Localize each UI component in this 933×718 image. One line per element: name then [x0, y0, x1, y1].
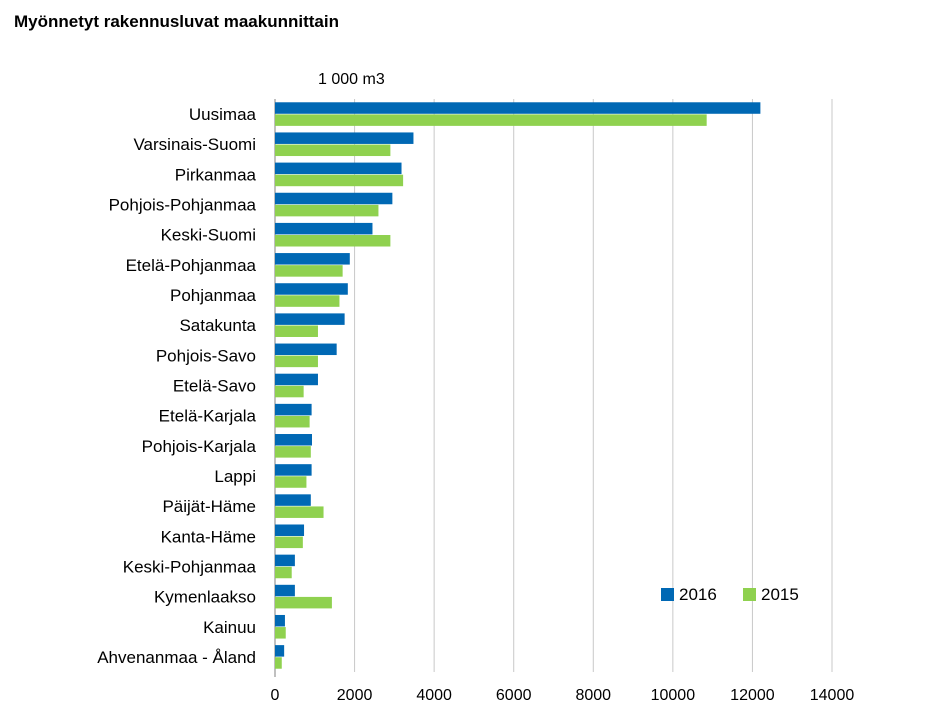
x-tick-label: 12000: [730, 687, 775, 704]
category-label: Etelä-Savo: [173, 377, 256, 396]
category-label: Pohjois-Savo: [156, 346, 256, 365]
bar-2016: [275, 253, 350, 265]
category-label: Pirkanmaa: [175, 165, 257, 184]
bar-2015: [275, 295, 340, 307]
category-labels: Uusimaa Varsinais-Suomi Pirkanmaa Pohjois-P…: [97, 105, 256, 667]
bar-2015: [275, 446, 311, 458]
unit-label: 1 000 m3: [318, 71, 385, 88]
bar-2015: [275, 114, 707, 126]
category-label: Etelä-Pohjanmaa: [126, 256, 257, 275]
legend-swatch-2015: [743, 588, 756, 601]
bar-2016: [275, 524, 305, 536]
bar-2016: [275, 313, 345, 325]
bar-2015: [275, 385, 304, 398]
category-label: Etelä-Karjala: [159, 407, 257, 426]
x-tick-label: 14000: [810, 687, 855, 704]
category-label: Kanta-Häme: [161, 527, 256, 546]
bar-2016: [275, 343, 337, 356]
category-label: Lappi: [214, 467, 256, 486]
bar-2016: [275, 645, 285, 657]
bar-2015: [275, 144, 391, 157]
category-label: Kainuu: [203, 618, 256, 637]
category-label: Keski-Pohjanmaa: [123, 557, 257, 576]
bar-2015: [275, 536, 303, 549]
bar-2015: [275, 566, 292, 579]
x-tick-label: 10000: [651, 687, 696, 704]
category-label: Satakunta: [179, 316, 256, 335]
x-tick-label: 6000: [496, 687, 532, 704]
bar-2016: [275, 494, 311, 506]
bar-2015: [275, 174, 404, 187]
chart-title: Myönnetyt rakennusluvat maakunnittain: [14, 12, 339, 31]
bar-2016: [275, 434, 313, 446]
legend-swatch-2016: [661, 588, 674, 601]
bar-2016: [275, 283, 348, 295]
category-label: Pohjois-Karjala: [142, 437, 257, 456]
bar-2016: [275, 403, 312, 416]
x-tick-label: 4000: [416, 687, 452, 704]
bar-2015: [275, 596, 332, 609]
bar-2016: [275, 132, 414, 144]
category-label: Päijät-Häme: [162, 497, 256, 516]
legend-label: 2016: [679, 585, 717, 604]
bar-2016: [275, 464, 312, 476]
bar-2015: [275, 506, 324, 518]
bars-group: [275, 102, 761, 669]
bar-2015: [275, 325, 318, 337]
bar-2015: [275, 355, 318, 368]
category-label: Pohjois-Pohjanmaa: [109, 196, 257, 215]
category-label: Kymenlaakso: [154, 588, 256, 607]
x-tick-labels: 0 2000 4000 6000 8000 10000 12000 14000: [271, 687, 855, 704]
bar-2016: [275, 554, 295, 567]
bar-2015: [275, 235, 391, 247]
bar-2015: [275, 657, 282, 669]
bar-2015: [275, 204, 379, 217]
x-tick-label: 0: [271, 687, 280, 704]
bar-2016: [275, 222, 373, 235]
category-label: Keski-Suomi: [161, 226, 256, 245]
bar-2016: [275, 584, 295, 597]
bar-2016: [275, 373, 318, 386]
legend-label: 2015: [761, 585, 799, 604]
x-tick-label: 2000: [337, 687, 373, 704]
category-label: Uusimaa: [189, 105, 257, 124]
x-tick-label: 8000: [575, 687, 611, 704]
category-label: Ahvenanmaa - Åland: [97, 648, 256, 667]
category-label: Varsinais-Suomi: [133, 135, 256, 154]
bar-2016: [275, 162, 402, 175]
bar-2015: [275, 476, 307, 488]
bar-2015: [275, 415, 310, 428]
bar-2016: [275, 192, 393, 205]
bar-2015: [275, 265, 343, 277]
bar-2016: [275, 614, 285, 627]
bar-2016: [275, 102, 761, 114]
bar-2015: [275, 627, 286, 639]
legend: 2016 2015: [661, 585, 799, 604]
category-label: Pohjanmaa: [170, 286, 257, 305]
